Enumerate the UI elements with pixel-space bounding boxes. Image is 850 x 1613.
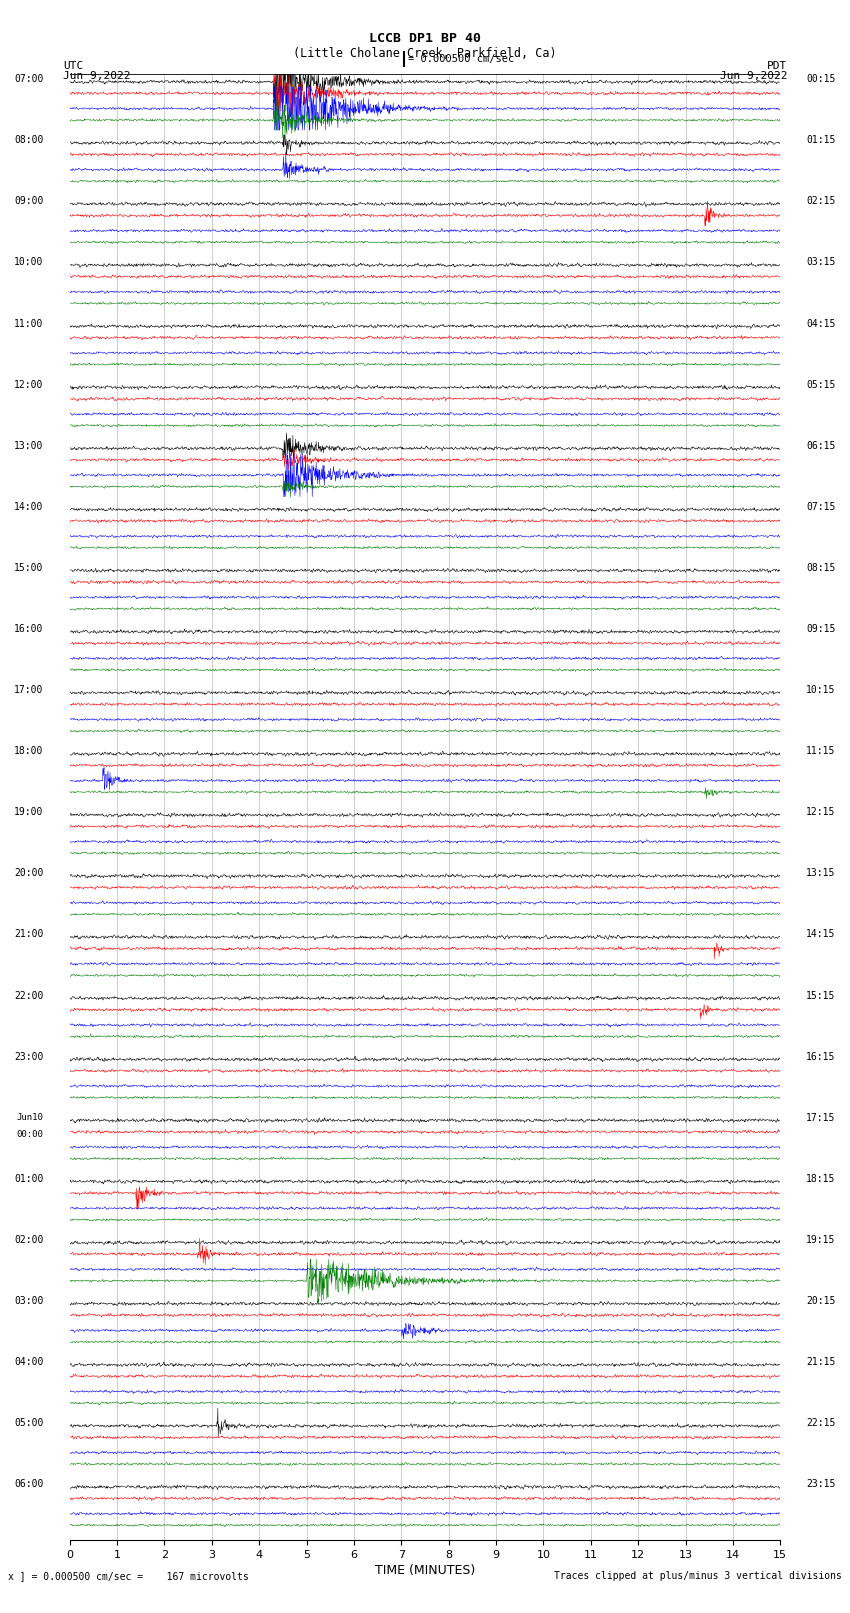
Text: 15:00: 15:00 (14, 563, 43, 573)
Text: 01:15: 01:15 (807, 135, 836, 145)
Text: 19:00: 19:00 (14, 808, 43, 818)
Text: PDT: PDT (767, 61, 787, 71)
Text: 23:15: 23:15 (807, 1479, 836, 1489)
Text: 04:00: 04:00 (14, 1357, 43, 1368)
Text: 16:15: 16:15 (807, 1052, 836, 1061)
Text: 00:00: 00:00 (17, 1129, 43, 1139)
Text: 10:00: 10:00 (14, 258, 43, 268)
Text: = 0.000500 cm/sec: = 0.000500 cm/sec (408, 53, 514, 65)
Text: 17:00: 17:00 (14, 686, 43, 695)
Text: 02:15: 02:15 (807, 197, 836, 206)
Text: 19:15: 19:15 (807, 1236, 836, 1245)
Text: 09:00: 09:00 (14, 197, 43, 206)
Text: 13:15: 13:15 (807, 868, 836, 879)
Text: 05:00: 05:00 (14, 1418, 43, 1428)
Text: Jun 9,2022: Jun 9,2022 (720, 71, 787, 81)
Text: 00:15: 00:15 (807, 74, 836, 84)
Text: 03:15: 03:15 (807, 258, 836, 268)
Text: 21:00: 21:00 (14, 929, 43, 939)
Text: LCCB DP1 BP 40: LCCB DP1 BP 40 (369, 32, 481, 45)
Text: (Little Cholane Creek, Parkfield, Ca): (Little Cholane Creek, Parkfield, Ca) (293, 47, 557, 60)
Text: 12:15: 12:15 (807, 808, 836, 818)
Text: 07:00: 07:00 (14, 74, 43, 84)
Text: 14:00: 14:00 (14, 502, 43, 511)
Text: 04:15: 04:15 (807, 319, 836, 329)
Text: 11:15: 11:15 (807, 747, 836, 756)
Text: Traces clipped at plus/minus 3 vertical divisions: Traces clipped at plus/minus 3 vertical … (553, 1571, 842, 1581)
Text: 18:00: 18:00 (14, 747, 43, 756)
Text: 14:15: 14:15 (807, 929, 836, 939)
Text: 18:15: 18:15 (807, 1174, 836, 1184)
Text: 07:15: 07:15 (807, 502, 836, 511)
Text: 08:15: 08:15 (807, 563, 836, 573)
Text: Jun 9,2022: Jun 9,2022 (63, 71, 130, 81)
Text: 05:15: 05:15 (807, 379, 836, 390)
Text: 12:00: 12:00 (14, 379, 43, 390)
Text: 11:00: 11:00 (14, 319, 43, 329)
Text: 22:15: 22:15 (807, 1418, 836, 1428)
Text: 15:15: 15:15 (807, 990, 836, 1000)
Text: 23:00: 23:00 (14, 1052, 43, 1061)
Text: 20:15: 20:15 (807, 1297, 836, 1307)
Text: 01:00: 01:00 (14, 1174, 43, 1184)
Text: Jun10: Jun10 (17, 1113, 43, 1121)
Text: 16:00: 16:00 (14, 624, 43, 634)
Text: 21:15: 21:15 (807, 1357, 836, 1368)
Text: 06:00: 06:00 (14, 1479, 43, 1489)
Text: 10:15: 10:15 (807, 686, 836, 695)
Text: 20:00: 20:00 (14, 868, 43, 879)
Text: 08:00: 08:00 (14, 135, 43, 145)
Text: 03:00: 03:00 (14, 1297, 43, 1307)
X-axis label: TIME (MINUTES): TIME (MINUTES) (375, 1565, 475, 1578)
Text: 17:15: 17:15 (807, 1113, 836, 1123)
Text: 02:00: 02:00 (14, 1236, 43, 1245)
Text: UTC: UTC (63, 61, 83, 71)
Text: 22:00: 22:00 (14, 990, 43, 1000)
Text: 06:15: 06:15 (807, 440, 836, 450)
Text: 13:00: 13:00 (14, 440, 43, 450)
Text: x ] = 0.000500 cm/sec =    167 microvolts: x ] = 0.000500 cm/sec = 167 microvolts (8, 1571, 249, 1581)
Text: 09:15: 09:15 (807, 624, 836, 634)
